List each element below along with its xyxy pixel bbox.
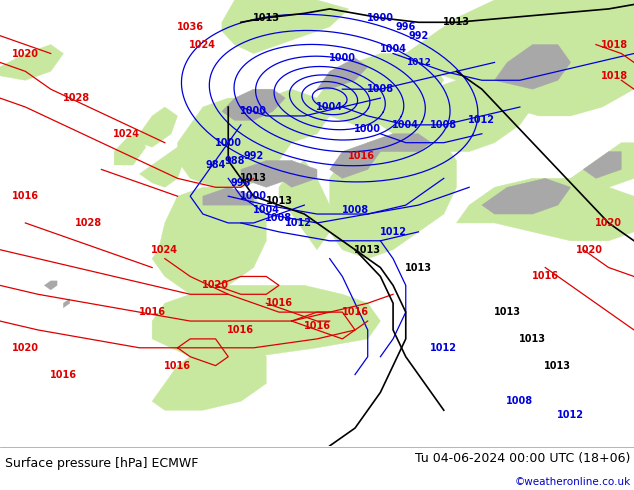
Text: 1013: 1013 [494,307,521,317]
Text: 1000: 1000 [240,191,267,201]
Text: 1012: 1012 [469,115,495,125]
Text: 1028: 1028 [63,93,89,103]
Text: 1000: 1000 [367,13,394,23]
Text: 1016: 1016 [532,271,559,281]
Polygon shape [368,134,431,151]
Text: 1008: 1008 [342,204,368,215]
Polygon shape [114,134,146,165]
Polygon shape [152,285,380,357]
Polygon shape [222,0,349,53]
Text: 1016: 1016 [50,369,77,380]
Text: 1016: 1016 [164,361,191,370]
Polygon shape [279,161,330,250]
Text: 1016: 1016 [12,191,39,201]
Text: 1000: 1000 [329,53,356,63]
Text: 1020: 1020 [202,280,229,291]
Polygon shape [495,45,571,89]
Polygon shape [0,45,63,80]
Polygon shape [63,299,70,308]
Polygon shape [241,161,304,187]
Polygon shape [583,151,621,178]
Text: 988: 988 [224,155,245,166]
Text: ©weatheronline.co.uk: ©weatheronline.co.uk [515,477,631,487]
Text: 1012: 1012 [430,343,457,353]
Text: Tu 04-06-2024 00:00 UTC (18+06): Tu 04-06-2024 00:00 UTC (18+06) [415,452,631,465]
Text: 1024: 1024 [152,245,178,255]
Text: 1016: 1016 [342,307,368,317]
Text: 1013: 1013 [443,17,470,27]
Text: 1013: 1013 [545,361,571,370]
Polygon shape [482,178,571,214]
Text: 1020: 1020 [595,218,622,228]
Text: 1008: 1008 [430,120,457,130]
Text: 1004: 1004 [316,102,343,112]
Text: 1028: 1028 [75,218,102,228]
Text: 1004: 1004 [392,120,419,130]
Text: 1012: 1012 [285,218,311,228]
Polygon shape [139,107,178,147]
Polygon shape [273,98,304,134]
Text: 1036: 1036 [177,22,204,32]
Text: 1013: 1013 [266,196,292,206]
Text: 996: 996 [231,178,251,188]
Polygon shape [152,339,266,410]
Polygon shape [279,161,317,187]
Polygon shape [152,187,266,294]
Text: 1013: 1013 [519,334,546,344]
Text: 996: 996 [396,22,416,32]
Text: 984: 984 [205,160,226,170]
Text: 1004: 1004 [253,204,280,215]
Polygon shape [222,89,330,143]
Polygon shape [380,80,533,151]
Polygon shape [317,53,444,125]
Text: 992: 992 [243,151,264,161]
Text: 1016: 1016 [348,151,375,161]
Polygon shape [222,89,285,121]
Text: 1020: 1020 [12,343,39,353]
Text: 1013: 1013 [354,245,381,255]
Polygon shape [44,281,57,290]
Polygon shape [317,58,368,89]
Text: 1000: 1000 [240,106,267,117]
Text: 1016: 1016 [266,298,292,308]
Text: 1008: 1008 [507,396,533,406]
Polygon shape [406,0,634,116]
Text: 1020: 1020 [576,245,603,255]
Text: 1012: 1012 [406,58,431,67]
Text: 1024: 1024 [113,129,140,139]
Text: 1024: 1024 [190,40,216,49]
Text: 1008: 1008 [367,84,394,94]
Polygon shape [456,178,634,241]
Text: 1008: 1008 [266,214,292,223]
Text: 992: 992 [408,31,429,41]
Polygon shape [203,187,254,205]
Text: 1016: 1016 [228,325,254,335]
Text: 1000: 1000 [354,124,381,134]
Text: 1013: 1013 [240,173,267,183]
Text: 1016: 1016 [304,320,330,331]
Text: 1013: 1013 [253,13,280,23]
Polygon shape [330,134,456,259]
Text: 1004: 1004 [380,44,406,54]
Polygon shape [178,98,292,187]
Text: 1000: 1000 [215,138,242,147]
Text: Surface pressure [hPa] ECMWF: Surface pressure [hPa] ECMWF [5,457,198,470]
Text: 1018: 1018 [602,71,628,81]
Text: 1012: 1012 [380,227,406,237]
Polygon shape [330,143,380,178]
Text: 1013: 1013 [405,263,432,272]
Polygon shape [571,143,634,187]
Text: 1018: 1018 [602,40,628,49]
Polygon shape [139,147,184,187]
Text: 1020: 1020 [12,49,39,58]
Text: 1012: 1012 [557,410,584,420]
Text: 1016: 1016 [139,307,165,317]
